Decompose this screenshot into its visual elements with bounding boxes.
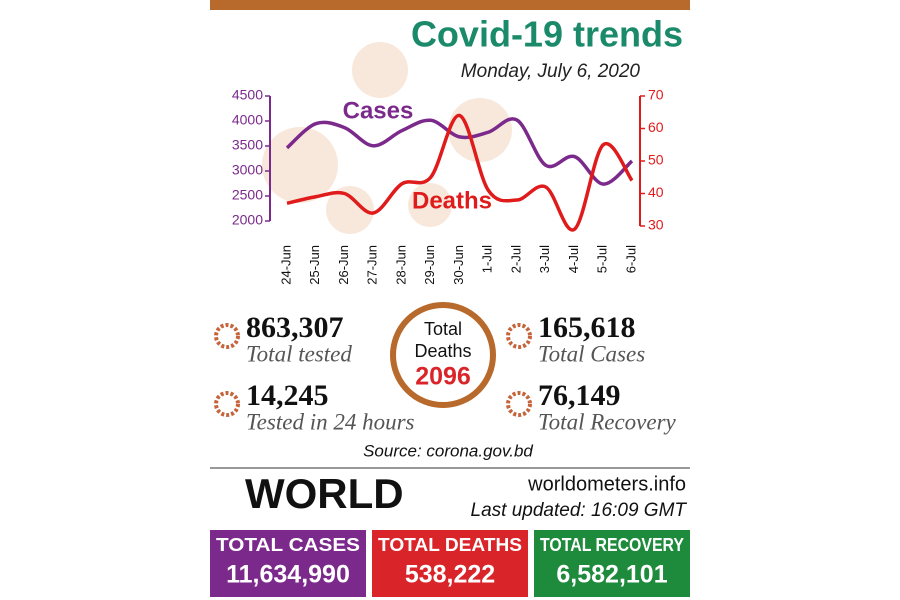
series-label: Cases xyxy=(343,97,414,124)
virus-icon xyxy=(506,391,532,417)
total-deaths-label: Total Deaths xyxy=(414,319,471,361)
stat-label: Total tested xyxy=(246,341,352,366)
top-bar xyxy=(210,0,690,10)
stat-value: 76,149 xyxy=(538,379,621,412)
world-updated: Last updated: 16:09 GMT xyxy=(471,500,688,521)
chart-title: Covid-19 trends xyxy=(411,14,683,55)
x-tick-label: 28-Jun xyxy=(393,245,408,285)
y2-tick-label: 30 xyxy=(648,217,664,233)
y-tick-label: 4500 xyxy=(232,87,263,103)
virus-icon xyxy=(506,323,532,349)
stat-value: 165,618 xyxy=(538,311,636,344)
stat-label: Total Recovery xyxy=(538,409,677,434)
series-label: Deaths xyxy=(412,187,492,214)
y2-tick-label: 60 xyxy=(648,119,664,135)
y-tick-label: 2000 xyxy=(232,212,263,228)
y-tick-label: 3500 xyxy=(232,137,263,153)
chart-subtitle: Monday, July 6, 2020 xyxy=(461,61,641,82)
total-deaths-ring xyxy=(390,302,496,408)
y2-tick-label: 50 xyxy=(648,152,664,168)
total-deaths-value: 2096 xyxy=(415,363,471,391)
box-value: 538,222 xyxy=(405,561,495,589)
stat-box xyxy=(534,530,690,597)
x-tick-label: 5-Jul xyxy=(595,245,610,273)
x-tick-label: 25-Jun xyxy=(307,245,322,285)
box-label: TOTAL DEATHS xyxy=(378,535,522,555)
x-tick-label: 6-Jul xyxy=(623,245,638,273)
box-value: 6,582,101 xyxy=(556,561,667,589)
x-tick-label: 1-Jul xyxy=(480,245,495,273)
virus-icon xyxy=(214,323,240,349)
source: Source: corona.gov.bd xyxy=(363,441,533,460)
virus-decoration xyxy=(262,42,512,234)
x-tick-label: 26-Jun xyxy=(336,245,351,285)
box-label: TOTAL CASES xyxy=(216,535,360,555)
series-line xyxy=(286,113,634,232)
box-value: 11,634,990 xyxy=(226,561,350,589)
virus-icon xyxy=(214,391,240,417)
series-line xyxy=(285,117,634,186)
x-tick-label: 2-Jul xyxy=(508,245,523,273)
x-tick-label: 4-Jul xyxy=(566,245,581,273)
world-site: worldometers.info xyxy=(527,473,686,495)
world-title: WORLD xyxy=(245,470,404,517)
stat-label: Tested in 24 hours xyxy=(246,409,415,434)
y2-tick-label: 40 xyxy=(648,184,664,200)
stat-box xyxy=(372,530,528,597)
stat-value: 14,245 xyxy=(246,379,329,412)
stat-value: 863,307 xyxy=(246,311,344,344)
stat-box xyxy=(210,530,366,597)
y-tick-label: 4000 xyxy=(232,112,263,128)
stat-label: Total Cases xyxy=(538,341,645,366)
y-tick-label: 3000 xyxy=(232,162,263,178)
y-tick-label: 2500 xyxy=(232,187,263,203)
x-tick-label: 27-Jun xyxy=(365,245,380,285)
box-label: TOTAL RECOVERY xyxy=(540,535,684,555)
x-tick-label: 30-Jun xyxy=(451,245,466,285)
y2-tick-label: 70 xyxy=(648,87,664,103)
x-tick-label: 24-Jun xyxy=(278,245,293,285)
x-tick-label: 29-Jun xyxy=(422,245,437,285)
x-tick-label: 3-Jul xyxy=(537,245,552,273)
